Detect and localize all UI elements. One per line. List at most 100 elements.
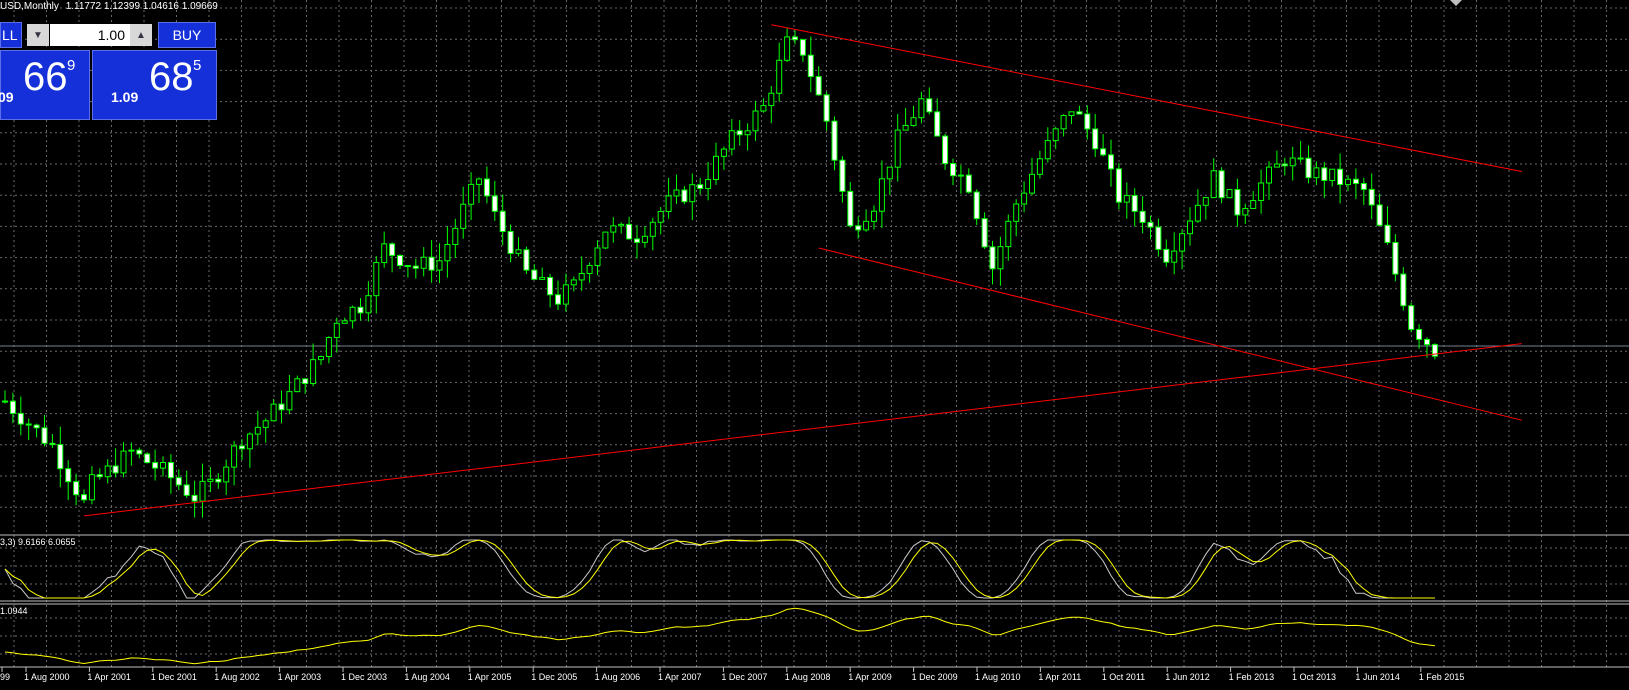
candle-body-bull	[128, 449, 135, 452]
stochastic-main-line	[4, 539, 1435, 599]
candle-body-bear	[1416, 328, 1423, 340]
candle-body-bear	[547, 276, 554, 296]
candle-body-bear	[57, 444, 64, 470]
candle-body-bull	[1036, 158, 1043, 175]
candle-body-bull	[894, 129, 901, 168]
candle-body-bear	[855, 225, 862, 231]
lot-increase-button[interactable]: ▲	[130, 24, 152, 46]
sell-price-quote[interactable]: 09 66 9	[0, 50, 90, 120]
indicator2-panel	[4, 607, 1435, 665]
chevron-down-icon[interactable]	[1450, 0, 1462, 6]
candle-body-bull	[539, 276, 546, 280]
candle-body-bull	[452, 227, 459, 246]
candle-body-bull	[997, 246, 1004, 270]
candle-body-bull	[1179, 233, 1186, 252]
candle-body-bull	[223, 466, 230, 483]
candle-body-bull	[373, 262, 380, 297]
x-axis-label: 1 Jun 2012	[1165, 672, 1210, 682]
buy-price-prefix: 1.09	[111, 89, 139, 105]
candle-body-bear	[191, 494, 198, 502]
trendline-3	[83, 343, 1522, 517]
candle-body-bear	[389, 243, 396, 256]
candle-body-bear	[1131, 195, 1138, 212]
candle-body-bear	[1115, 168, 1122, 203]
x-axis-label: 1 Feb 2013	[1229, 672, 1275, 682]
candle-body-bear	[357, 306, 364, 314]
x-axis-label: 1 Apr 2003	[278, 672, 322, 682]
candle-body-bull	[199, 480, 206, 502]
candle-body-bear	[1297, 157, 1304, 160]
candle-body-bull	[776, 59, 783, 94]
candle-body-bear	[144, 453, 151, 464]
x-axis-label: 1 Aug 2000	[24, 672, 70, 682]
lot-size-input[interactable]: 1.00	[50, 24, 130, 46]
candle-body-bull	[1123, 195, 1130, 203]
candle-body-bear	[1360, 182, 1367, 190]
lot-decrease-button[interactable]: ▼	[27, 24, 49, 46]
chart-grid	[0, 0, 1629, 667]
candle-body-bear	[1218, 170, 1225, 199]
candle-body-bear	[96, 474, 103, 478]
x-axis-label: 1 Aug 2006	[595, 672, 641, 682]
candle-body-bear	[823, 94, 830, 122]
candle-body-bull	[649, 221, 656, 237]
x-axis-label: 1 Aug 2002	[214, 672, 260, 682]
candle-body-bull	[886, 166, 893, 180]
candle-body-bear	[491, 195, 498, 212]
candle-body-bear	[41, 427, 48, 444]
candle-body-bear	[681, 189, 688, 203]
buy-price-big: 68	[149, 55, 194, 99]
candle-body-bear	[634, 238, 640, 243]
candle-body-bear	[1337, 168, 1344, 186]
candlestick-series	[2, 28, 1438, 518]
candle-body-bull	[1171, 250, 1178, 263]
candle-body-bull	[760, 105, 767, 112]
candle-body-bear	[555, 294, 561, 305]
candle-body-bear	[1084, 113, 1091, 130]
candle-body-bull	[665, 195, 672, 212]
candle-body-bear	[626, 223, 633, 240]
candle-body-bull	[878, 178, 885, 212]
candle-body-bear	[412, 265, 419, 269]
indicator2-label: 1.0944	[0, 606, 28, 616]
candle-body-bear	[167, 462, 174, 479]
candle-body-bear	[33, 424, 40, 429]
buy-button[interactable]: BUY	[158, 22, 216, 48]
candle-body-bear	[523, 249, 530, 271]
candle-body-bull	[578, 272, 585, 281]
candle-body-bear	[989, 246, 996, 270]
candle-body-bull	[381, 243, 388, 264]
candle-body-bull	[88, 474, 95, 501]
one-click-trade-panel: LL ▼ 1.00 ▲ BUY 09 66 9 1.09 68 5	[0, 22, 217, 120]
candle-body-bear	[736, 130, 743, 136]
candle-body-bear	[302, 378, 309, 385]
sell-button[interactable]: LL	[0, 22, 22, 48]
candle-body-bull	[1194, 204, 1201, 222]
candle-body-bull	[120, 450, 127, 474]
candle-body-bull	[515, 249, 522, 254]
candle-body-bull	[1044, 140, 1051, 160]
x-axis-labels: 99 1 Aug 2000 1 Apr 2001 1 Dec 2001 1 Aug 20…	[0, 667, 1464, 682]
candle-body-bear	[847, 190, 854, 227]
candle-body-bull	[1250, 200, 1257, 210]
x-axis-label: 1 Dec 2005	[531, 672, 577, 682]
buy-price-quote[interactable]: 1.09 68 5	[92, 50, 217, 120]
x-axis-label: 1 Oct 2011	[1102, 672, 1145, 682]
candle-body-bull	[918, 98, 925, 119]
candle-body-bull	[1202, 197, 1209, 206]
symbol-timeframe: USD,Monthly	[0, 1, 59, 12]
candle-body-bull	[1029, 173, 1035, 194]
candle-body-bear	[1100, 148, 1107, 156]
candle-body-bull	[713, 155, 719, 181]
candle-body-bull	[270, 403, 277, 422]
candle-body-bear	[1400, 273, 1407, 307]
candle-body-bear	[831, 120, 838, 161]
candle-body-bear	[1321, 167, 1328, 181]
candle-body-bull	[231, 445, 238, 468]
candle-body-bull	[294, 378, 301, 393]
candle-body-bull	[420, 256, 427, 269]
x-axis-label: 1 Dec 2003	[341, 672, 387, 682]
candle-body-bear	[65, 468, 72, 483]
candle-body-bull	[720, 148, 727, 157]
